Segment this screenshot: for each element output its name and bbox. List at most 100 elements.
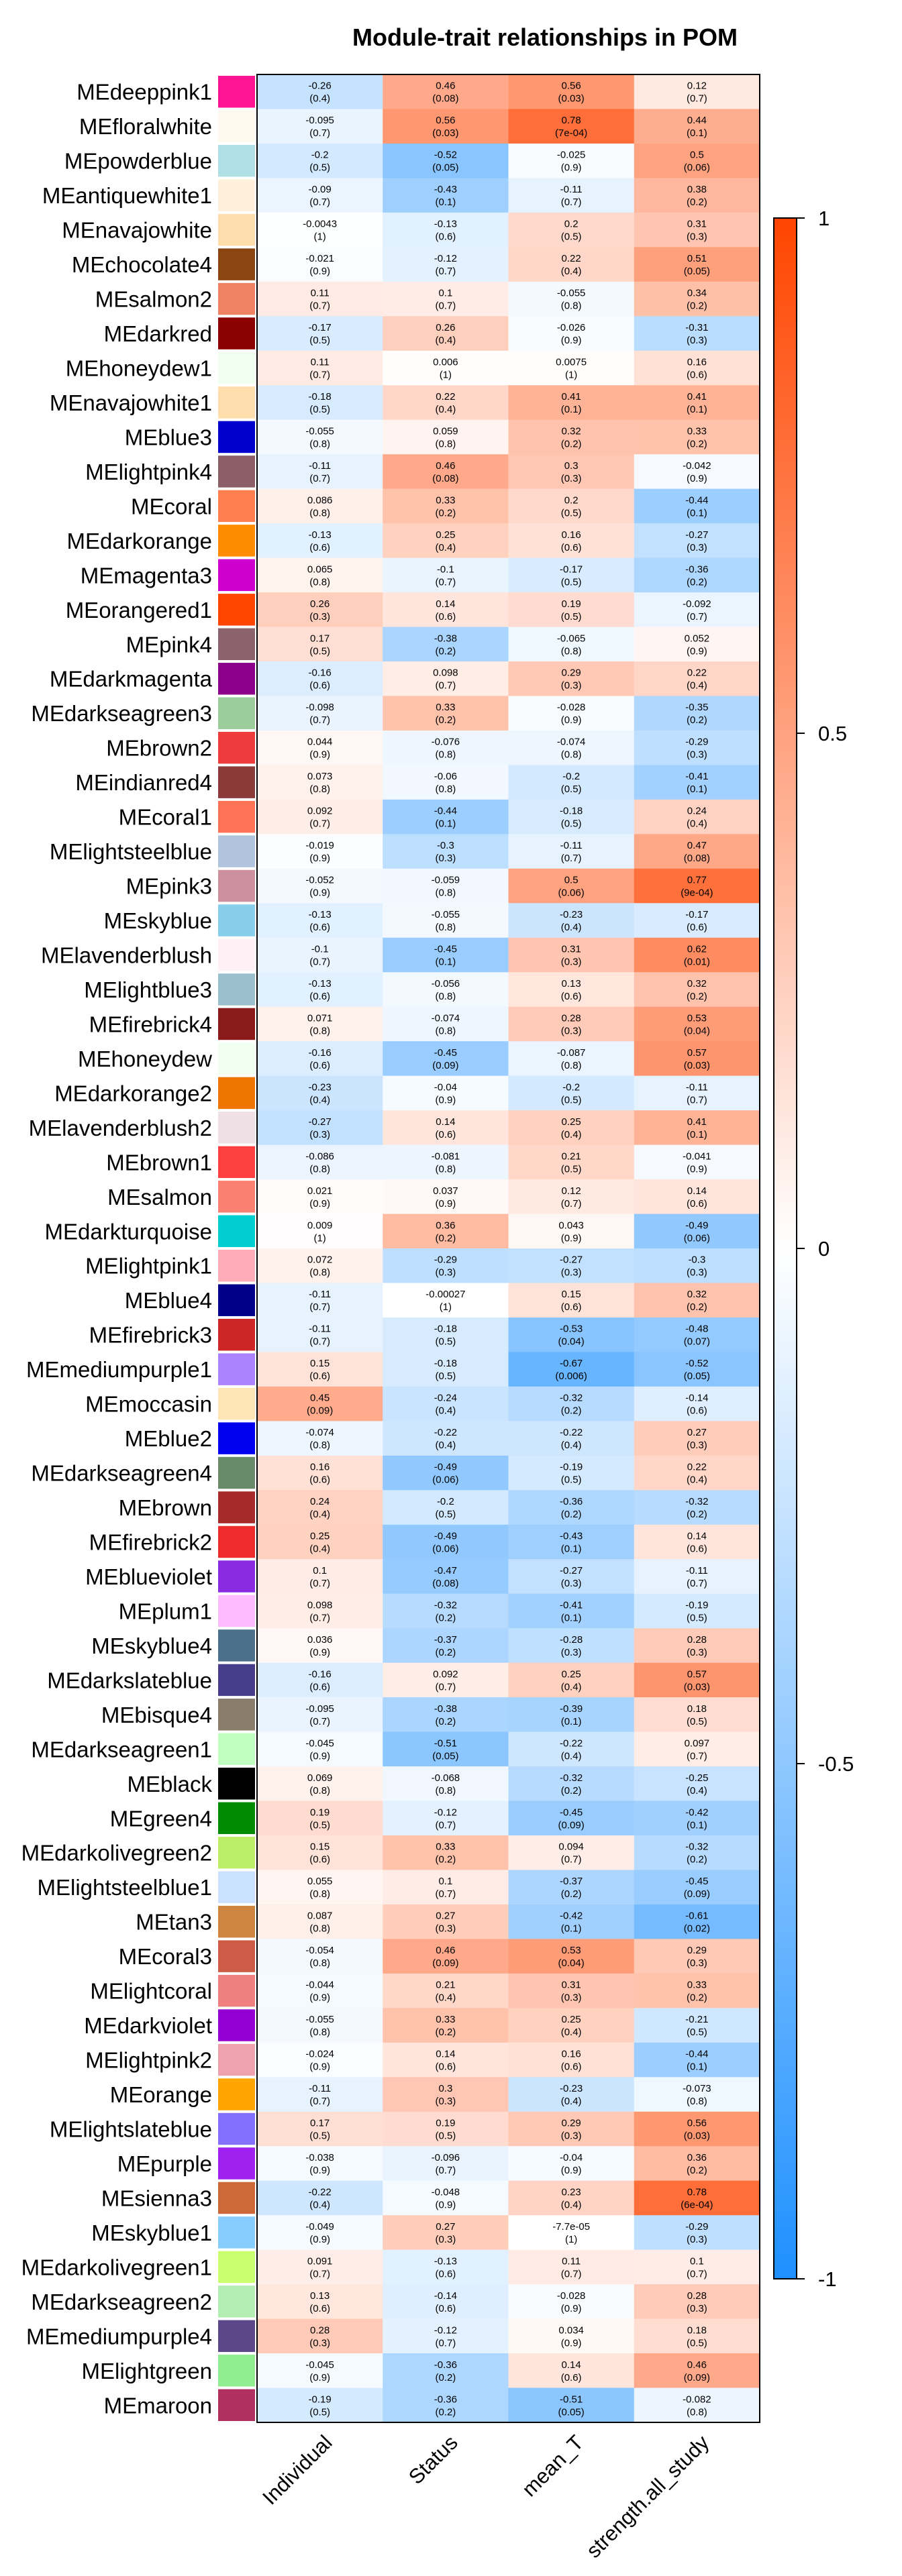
heatmap-cell bbox=[257, 1421, 383, 1456]
cell-pvalue-label: (1) bbox=[440, 370, 452, 381]
cell-correlation-label: -0.45 bbox=[434, 1047, 457, 1059]
heatmap-cell bbox=[383, 2180, 509, 2216]
heatmap-cell bbox=[508, 1593, 635, 1629]
heatmap-cell bbox=[383, 1144, 509, 1180]
module-color-swatch bbox=[218, 1733, 255, 1766]
heatmap-cell bbox=[257, 2146, 383, 2182]
heatmap-cell bbox=[634, 2077, 760, 2112]
cell-pvalue-label: (0.9) bbox=[687, 1163, 707, 1175]
cell-pvalue-label: (0.2) bbox=[561, 1888, 582, 1900]
cell-correlation-label: -0.11 bbox=[309, 1289, 331, 1300]
heatmap-cell bbox=[634, 1904, 760, 1939]
cell-pvalue-label: (0.2) bbox=[435, 1612, 456, 1623]
cell-correlation-label: 0.78 bbox=[687, 2186, 707, 2198]
heatmap-cell bbox=[508, 109, 635, 144]
chart-title: Module-trait relationships in POM bbox=[352, 23, 738, 51]
cell-correlation-label: -0.095 bbox=[305, 1703, 334, 1715]
heatmap-cell bbox=[634, 2249, 760, 2285]
cell-pvalue-label: (0.1) bbox=[687, 507, 707, 519]
heatmap-cell bbox=[508, 2146, 635, 2182]
cell-pvalue-label: (0.06) bbox=[684, 162, 710, 174]
cell-correlation-label: 0.13 bbox=[562, 978, 581, 989]
module-color-swatch bbox=[218, 835, 255, 867]
cell-correlation-label: -0.052 bbox=[305, 875, 334, 886]
cell-pvalue-label: (0.7) bbox=[435, 2165, 456, 2176]
row-label: MEdeeppink1 bbox=[77, 80, 212, 105]
cell-correlation-label: -0.098 bbox=[305, 702, 334, 713]
cell-correlation-label: 0.2 bbox=[564, 494, 579, 506]
heatmap-cell bbox=[257, 1731, 383, 1767]
cell-pvalue-label: (0.7) bbox=[309, 127, 330, 139]
row-label: MEdarkseagreen4 bbox=[31, 1461, 212, 1486]
heatmap-cell bbox=[257, 1870, 383, 1905]
heatmap-cell bbox=[257, 1144, 383, 1180]
column-label: mean_T bbox=[517, 2430, 588, 2501]
heatmap-cell bbox=[257, 1248, 383, 1283]
cell-pvalue-label: (0.3) bbox=[561, 1647, 582, 1658]
heatmap-cell bbox=[508, 1075, 635, 1111]
heatmap-cell bbox=[257, 1524, 383, 1560]
cell-correlation-label: -0.055 bbox=[557, 288, 586, 299]
cell-correlation-label: 0.036 bbox=[307, 1634, 333, 1646]
module-color-swatch bbox=[218, 1974, 255, 2007]
heatmap-cell bbox=[257, 1110, 383, 1146]
heatmap-cell bbox=[634, 74, 760, 109]
cell-pvalue-label: (0.7) bbox=[435, 680, 456, 692]
heatmap-cell bbox=[383, 868, 509, 904]
cell-correlation-label: 0.5 bbox=[564, 875, 579, 886]
heatmap-cell bbox=[634, 1939, 760, 1974]
cell-pvalue-label: (0.8) bbox=[687, 2406, 707, 2418]
heatmap-cell bbox=[257, 1939, 383, 1974]
cell-pvalue-label: (0.3) bbox=[687, 2303, 707, 2314]
heatmap-cell bbox=[634, 316, 760, 352]
cell-correlation-label: -0.055 bbox=[305, 425, 334, 437]
row-label: MElightsteelblue1 bbox=[38, 1875, 213, 1900]
heatmap-cell bbox=[383, 1973, 509, 2008]
cell-correlation-label: -0.32 bbox=[560, 1393, 583, 1404]
cell-pvalue-label: (0.6) bbox=[435, 2061, 456, 2073]
heatmap-cell bbox=[383, 1559, 509, 1595]
heatmap-cell bbox=[383, 765, 509, 800]
heatmap-cell bbox=[257, 212, 383, 248]
cell-pvalue-label: (0.7) bbox=[309, 2096, 330, 2107]
row-label: MElightblue3 bbox=[84, 977, 212, 1002]
heatmap-cell bbox=[257, 1662, 383, 1698]
heatmap-cell bbox=[257, 592, 383, 628]
cell-pvalue-label: (0.8) bbox=[309, 438, 330, 449]
cell-pvalue-label: (0.2) bbox=[561, 1509, 582, 1520]
cell-correlation-label: 0.043 bbox=[558, 1220, 584, 1231]
cell-correlation-label: -0.18 bbox=[309, 391, 332, 402]
cell-correlation-label: 0.32 bbox=[687, 1289, 707, 1300]
heatmap-cell bbox=[257, 1214, 383, 1249]
cell-correlation-label: -0.23 bbox=[309, 1081, 332, 1093]
cell-pvalue-label: (0.6) bbox=[435, 611, 456, 623]
module-color-swatch bbox=[218, 144, 255, 177]
heatmap-cell bbox=[257, 2249, 383, 2285]
row-label: MEmediumpurple1 bbox=[26, 1357, 212, 1382]
column-label: Individual bbox=[258, 2430, 336, 2509]
cell-pvalue-label: (0.1) bbox=[687, 2061, 707, 2073]
cell-correlation-label: 0.021 bbox=[307, 1185, 333, 1197]
cell-pvalue-label: (0.7) bbox=[435, 266, 456, 277]
cell-pvalue-label: (0.9) bbox=[309, 2234, 330, 2245]
cell-correlation-label: 0.098 bbox=[307, 1599, 333, 1611]
cell-correlation-label: 0.23 bbox=[562, 2186, 581, 2198]
heatmap-cell bbox=[634, 2318, 760, 2354]
row-label: MEblue4 bbox=[125, 1288, 212, 1313]
cell-pvalue-label: (0.6) bbox=[435, 1129, 456, 1140]
cell-pvalue-label: (0.7) bbox=[435, 1681, 456, 1693]
heatmap-cell bbox=[257, 1697, 383, 1733]
cell-correlation-label: 0.098 bbox=[433, 667, 458, 679]
heatmap-cell bbox=[634, 1455, 760, 1491]
cell-correlation-label: -0.13 bbox=[434, 2255, 457, 2267]
cell-pvalue-label: (0.7) bbox=[435, 576, 456, 588]
heatmap-cell bbox=[508, 868, 635, 904]
heatmap-cell bbox=[383, 2353, 509, 2389]
heatmap-cell bbox=[634, 2146, 760, 2182]
cell-pvalue-label: (0.6) bbox=[309, 1681, 330, 1693]
cell-pvalue-label: (0.01) bbox=[684, 957, 710, 968]
cell-correlation-label: -0.021 bbox=[305, 253, 334, 264]
cell-correlation-label: 0.17 bbox=[310, 2118, 330, 2129]
cell-pvalue-label: (0.3) bbox=[435, 1923, 456, 1935]
cell-pvalue-label: (0.2) bbox=[561, 1405, 582, 1417]
